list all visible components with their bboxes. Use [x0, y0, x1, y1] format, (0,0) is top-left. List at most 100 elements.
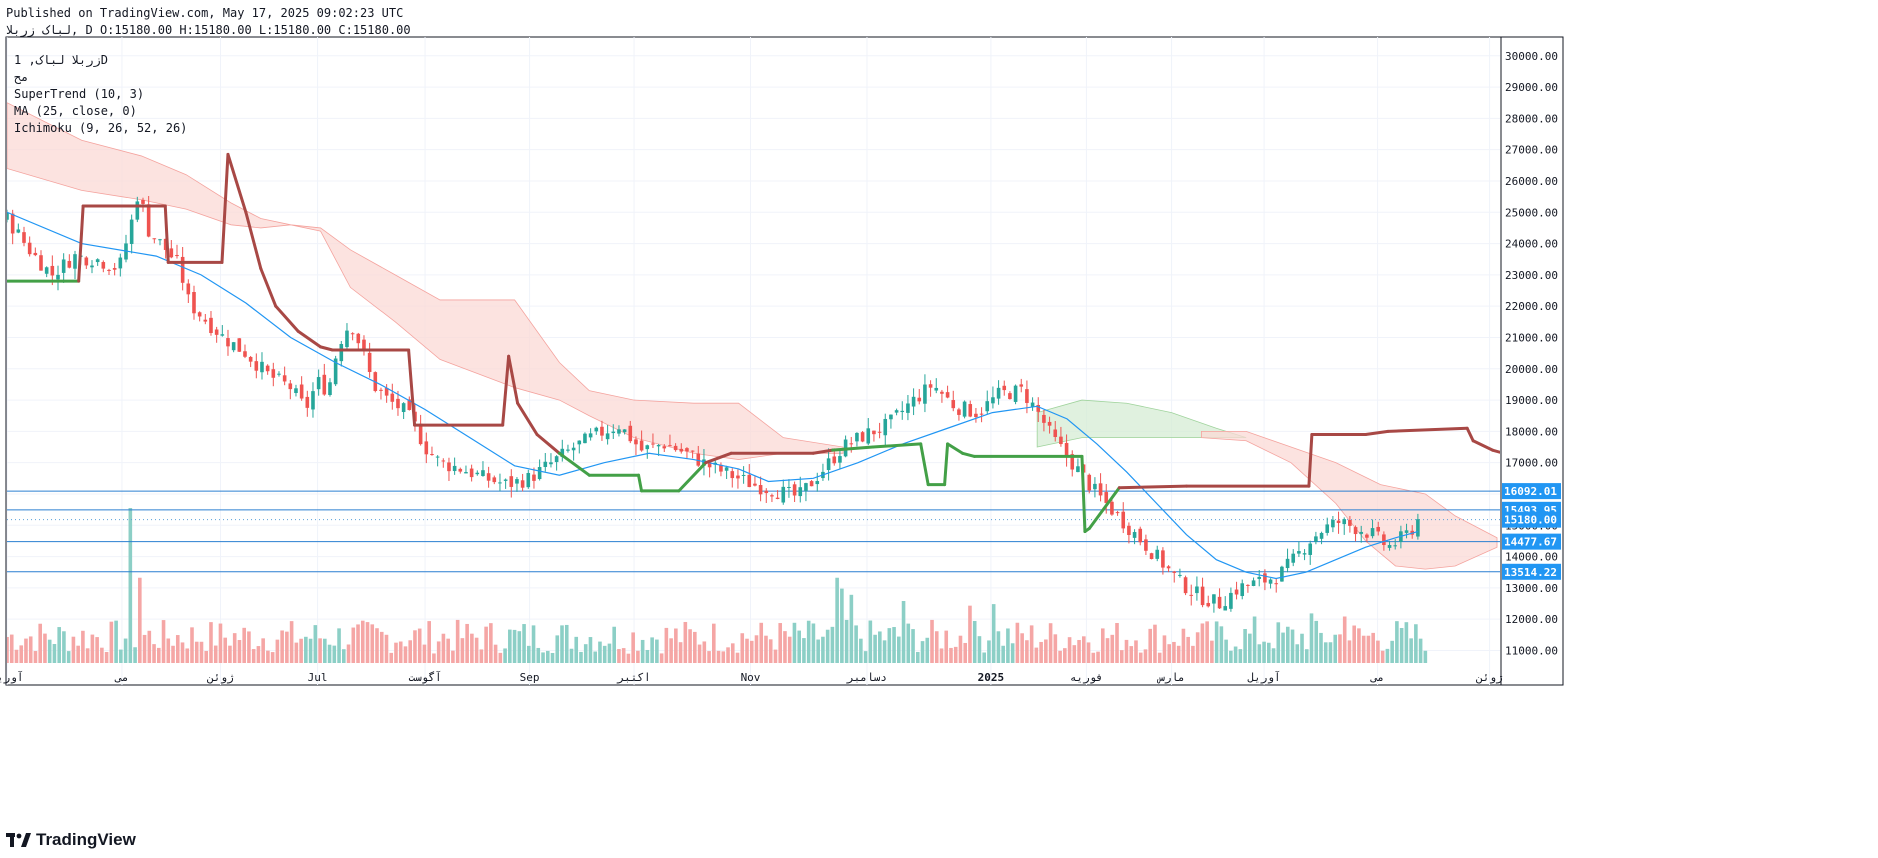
candle-body	[690, 450, 695, 452]
candle-body	[1036, 404, 1041, 412]
volume-bar	[1025, 640, 1029, 663]
candle-body	[838, 456, 842, 463]
y-tick-label: 27000.00	[1505, 144, 1558, 157]
supertrend-segment	[501, 354, 511, 427]
x-tick-label: می	[1370, 671, 1384, 684]
volume-bar	[621, 648, 626, 663]
candle-body	[158, 239, 162, 241]
legend-supertrend[interactable]: SuperTrend (10, 3)	[14, 87, 145, 101]
candle-body	[1246, 584, 1250, 586]
volume-bar	[318, 638, 322, 663]
volume-bar	[1333, 634, 1338, 663]
candle-body	[1382, 534, 1386, 546]
volume-bar	[1157, 652, 1162, 663]
volume-bar	[190, 627, 194, 663]
volume-bar	[697, 644, 702, 663]
supertrend-segment	[637, 473, 644, 493]
volume-bar	[1224, 639, 1228, 663]
candle-body	[401, 403, 406, 413]
candle-body	[934, 387, 939, 391]
candle-body	[7, 212, 9, 220]
volume-bar	[527, 645, 531, 663]
volume-bar	[394, 642, 398, 663]
supertrend-segment	[961, 451, 976, 458]
volume-bar	[1200, 623, 1205, 663]
candle-body	[515, 479, 519, 484]
volume-bar	[1366, 635, 1371, 663]
candle-body	[95, 259, 100, 263]
candle-body	[1053, 429, 1058, 438]
volume-bar	[944, 630, 949, 663]
supertrend-segment	[1471, 439, 1495, 452]
candle-body	[1342, 519, 1347, 525]
y-tick-label: 20000.00	[1505, 363, 1558, 376]
volume-bar	[911, 629, 915, 663]
volume-bar	[953, 646, 958, 663]
volume-bar	[1181, 628, 1186, 663]
volume-bar	[1186, 636, 1190, 663]
candle-body	[192, 292, 196, 314]
volume-bar	[1029, 625, 1034, 663]
candle-body	[1149, 553, 1154, 560]
legend-ichimoku[interactable]: Ichimoku (9, 26, 52, 26)	[14, 121, 188, 135]
candle-body	[537, 467, 542, 480]
volume-bar	[370, 624, 375, 663]
candle-body	[452, 465, 457, 472]
supertrend-segment	[244, 210, 263, 271]
candle-body	[1331, 519, 1335, 528]
volume-bar	[81, 630, 85, 663]
candle-body	[152, 238, 157, 240]
candle-body	[1302, 553, 1307, 555]
volume-bar	[446, 638, 450, 663]
supertrend-segment	[1117, 484, 1188, 490]
volume-bar	[251, 649, 256, 663]
candle-body	[277, 373, 281, 375]
volume-bar	[1361, 635, 1366, 663]
candle-body	[220, 334, 225, 336]
volume-bar	[1328, 642, 1333, 663]
volume-bar	[308, 638, 313, 663]
volume-bar	[522, 624, 526, 663]
tradingview-wordmark: TradingView	[36, 830, 136, 849]
volume-bar	[1267, 642, 1271, 663]
candle-body	[1308, 543, 1313, 555]
volume-bar	[840, 588, 844, 663]
volume-bar	[802, 638, 806, 663]
y-tick-label: 24000.00	[1505, 238, 1558, 251]
volume-bar	[1034, 647, 1039, 663]
volume-bar	[1006, 628, 1010, 663]
volume-bar	[1271, 648, 1276, 663]
volume-bar	[1385, 648, 1390, 663]
volume-bar	[906, 623, 911, 663]
x-tick-label: دسامبر	[846, 671, 887, 684]
volume-bar	[963, 642, 968, 663]
volume-bar	[147, 630, 152, 663]
candle-body	[611, 431, 616, 434]
candle-body	[900, 410, 905, 413]
candle-body	[894, 410, 899, 413]
volume-bar	[95, 637, 99, 663]
legend-ma[interactable]: MA (25, close, 0)	[14, 104, 137, 118]
candle-body	[996, 387, 1001, 399]
candle-body	[1348, 520, 1352, 526]
symbol-name: لباک زربلا	[6, 23, 72, 37]
candle-body	[1121, 511, 1126, 529]
volume-bar	[199, 641, 204, 663]
volume-bar	[835, 577, 839, 663]
volume-bar	[455, 619, 460, 663]
tradingview-logo: TradingView	[6, 830, 136, 850]
volume-bar	[730, 643, 735, 663]
candle-body	[129, 219, 134, 244]
volume-bar	[740, 633, 745, 663]
candle-body	[260, 361, 264, 373]
volume-bar	[66, 651, 71, 663]
volume-bar	[1077, 639, 1081, 663]
volume-bar	[1129, 646, 1134, 663]
candle-body	[1325, 524, 1330, 533]
candle-body	[367, 352, 372, 372]
hline-price-label: 13514.22	[1504, 566, 1557, 579]
x-tick-label: مارس	[1156, 671, 1185, 684]
candle-body	[804, 483, 808, 491]
volume-bar	[213, 645, 218, 663]
